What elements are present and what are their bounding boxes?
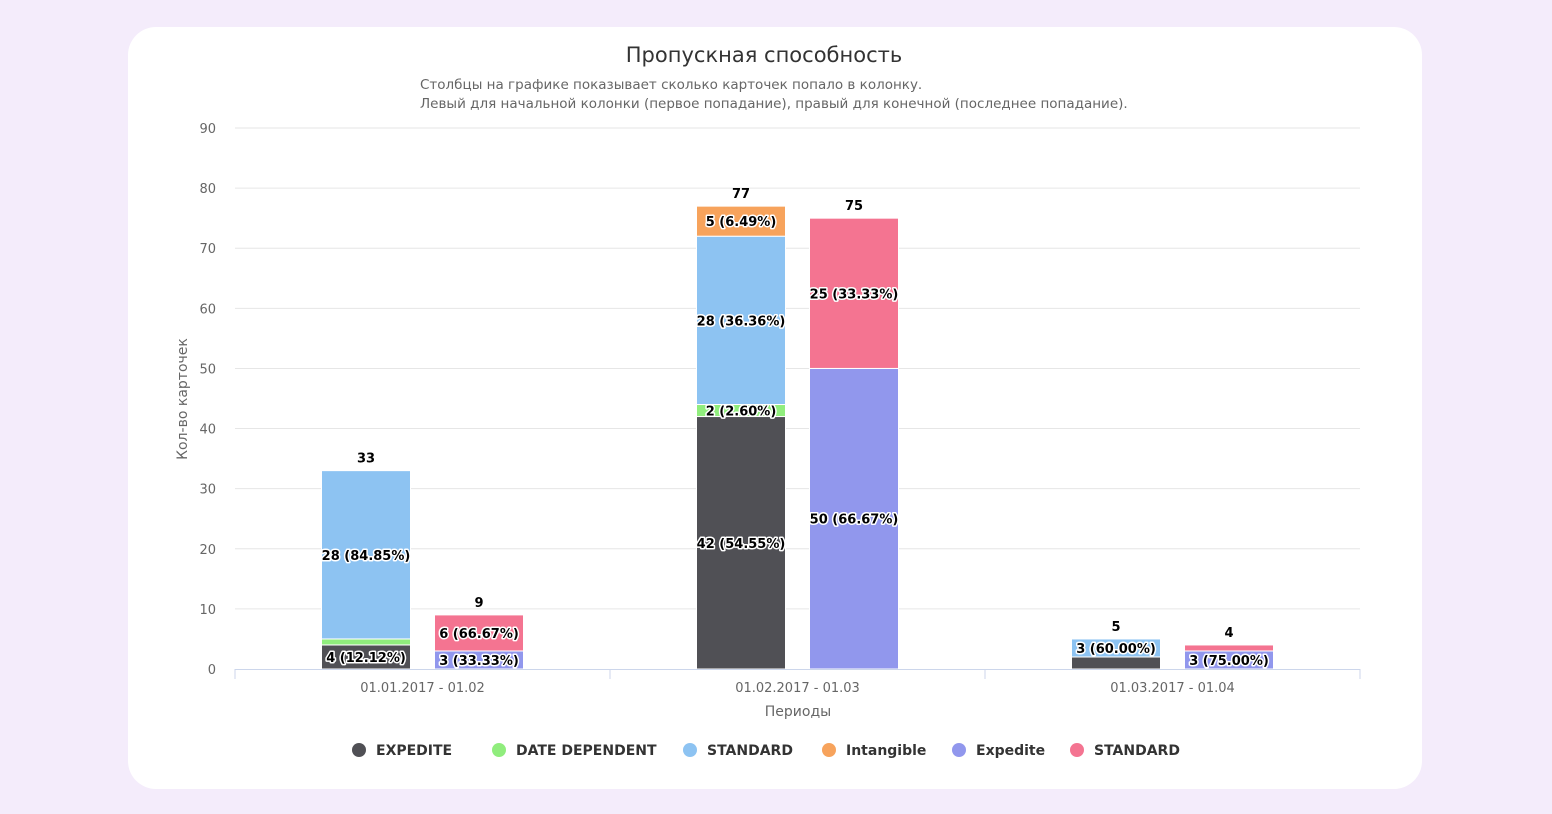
segment-data-label: 25 (33.33%) [810, 287, 899, 302]
legend-marker [683, 743, 697, 757]
x-axis-title: Периоды [765, 704, 831, 720]
x-tick-label: 01.02.2017 - 01.03 [735, 681, 860, 696]
y-tick-label: 0 [208, 663, 216, 678]
bar-segment[interactable] [321, 470, 411, 640]
bar-segment[interactable] [696, 205, 786, 237]
stack-total-label: 77 [732, 187, 750, 202]
segment-data-label: 42 (54.55%) [697, 537, 786, 552]
segment-data-label: 5 (6.49%) [706, 215, 777, 230]
x-axis: 01.01.2017 - 01.02 01.02.2017 - 01.03 01.0… [234, 669, 1361, 696]
legend-item[interactable]: DATE DEPENDENT [492, 743, 657, 759]
segment-data-label: 6 (66.67%) [439, 627, 519, 642]
segment-data-label: 28 (84.85%) [322, 549, 411, 564]
segment-data-label: 50 (66.67%) [810, 513, 899, 528]
legend-label: Expedite [976, 743, 1045, 759]
bar-segment[interactable] [321, 638, 411, 646]
y-tick-label: 60 [199, 302, 216, 317]
y-tick-label: 80 [199, 182, 216, 197]
stack-total-label: 5 [1111, 620, 1120, 635]
chart-title: Пропускная способность [626, 43, 902, 67]
legend-marker [952, 743, 966, 757]
legend-item[interactable]: Intangible [822, 743, 926, 759]
legend-label: STANDARD [707, 743, 793, 759]
legend-item[interactable]: STANDARD [1070, 743, 1180, 759]
legend: EXPEDITE DATE DEPENDENT STANDARD Intangible… [352, 743, 1180, 759]
legend-marker [352, 743, 366, 757]
legend-label: STANDARD [1094, 743, 1180, 759]
y-tick-label: 40 [199, 423, 216, 438]
data-labels: 4 (12.12%) 28 (84.85%) 33 3 (33.33%) 6 (66.6… [320, 187, 1270, 670]
stack-total-label: 75 [845, 199, 863, 214]
legend-item[interactable]: STANDARD [683, 743, 793, 759]
y-tick-label: 20 [199, 543, 216, 558]
y-tick-label: 90 [199, 122, 216, 137]
y-tick-label: 50 [199, 362, 216, 377]
bar-segment[interactable] [1071, 638, 1161, 658]
segment-data-label: 3 (60.00%) [1076, 642, 1156, 657]
x-tick-label: 01.01.2017 - 01.02 [360, 681, 485, 696]
y-axis: 0 10 20 30 40 50 60 70 80 90 [199, 122, 216, 678]
legend-marker [1070, 743, 1084, 757]
legend-item[interactable]: Expedite [952, 743, 1045, 759]
bar-segment[interactable] [809, 217, 899, 369]
y-axis-title: Кол-во карточек [175, 338, 191, 460]
segment-data-label: 4 (12.12%) [326, 651, 406, 666]
bar-segment[interactable] [696, 235, 786, 406]
segment-data-label: 3 (75.00%) [1189, 654, 1269, 669]
y-tick-label: 30 [199, 483, 216, 498]
bar-segment[interactable] [1071, 656, 1161, 670]
stack-total-label: 33 [357, 452, 375, 467]
segment-data-label: 2 (2.60%) [706, 405, 777, 420]
legend-item[interactable]: EXPEDITE [352, 743, 452, 759]
stack-total-label: 4 [1224, 626, 1233, 641]
stack-total-label: 9 [474, 596, 483, 611]
bar-segment[interactable] [434, 614, 524, 652]
segment-data-label: 28 (36.36%) [697, 314, 786, 329]
x-tick-label: 01.03.2017 - 01.04 [1110, 681, 1235, 696]
legend-label: Intangible [846, 743, 926, 759]
legend-label: DATE DEPENDENT [516, 743, 657, 759]
bar-segment[interactable] [809, 367, 899, 670]
bar-segment[interactable] [1184, 644, 1274, 652]
grid-lines [235, 127, 1360, 610]
bar-segment[interactable] [696, 416, 786, 670]
legend-label: EXPEDITE [376, 743, 452, 759]
legend-marker [822, 743, 836, 757]
chart-subtitle-line-1: Столбцы на графике показывает сколько ка… [420, 77, 922, 93]
y-tick-label: 10 [199, 603, 216, 618]
y-tick-label: 70 [199, 242, 216, 257]
bars [321, 205, 1274, 670]
chart-subtitle-line-2: Левый для начальной колонки (первое попа… [420, 96, 1128, 112]
legend-marker [492, 743, 506, 757]
segment-data-label: 3 (33.33%) [439, 654, 519, 669]
bar-segment[interactable] [321, 644, 411, 670]
